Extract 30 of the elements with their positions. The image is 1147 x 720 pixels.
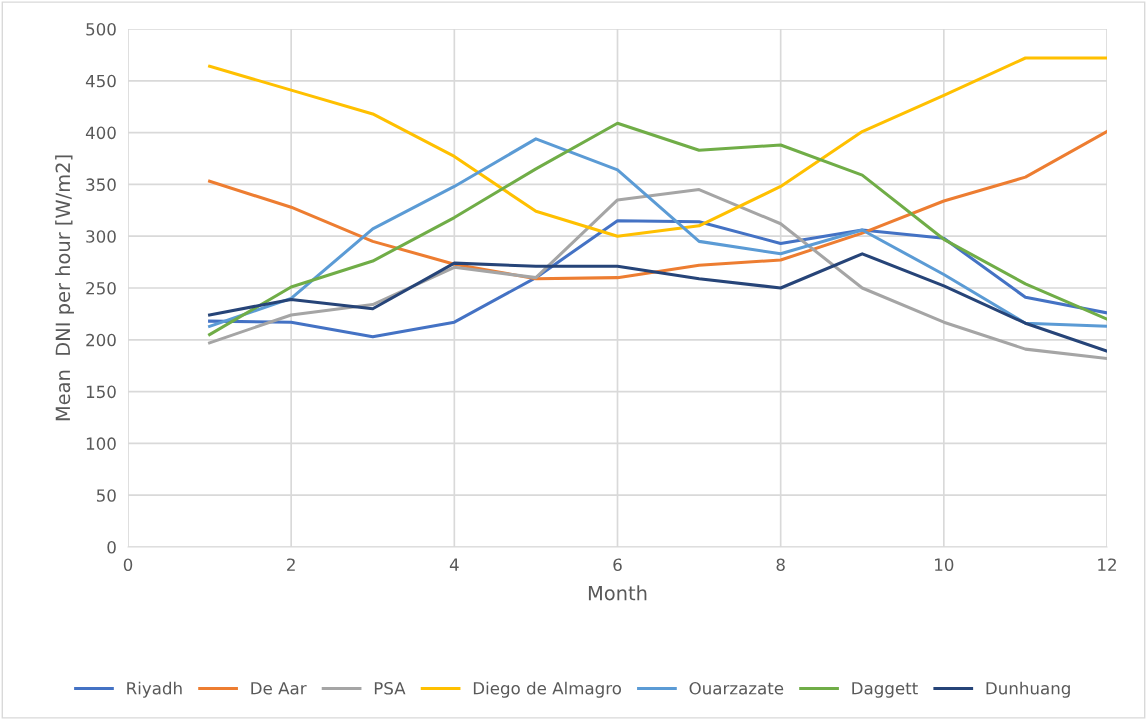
x-tick-label: 0 — [123, 558, 133, 572]
y-tick-label: 150 — [86, 385, 116, 399]
line-series — [208, 252, 1107, 353]
legend-label: Diego de Almagro — [473, 681, 622, 698]
line-series — [208, 56, 1107, 238]
y-tick-label: 250 — [86, 281, 116, 295]
y-tick-label: 500 — [86, 22, 116, 36]
x-tick-label: 4 — [449, 558, 459, 571]
y-tick-label: 50 — [96, 489, 116, 502]
y-tick-label: 0 — [107, 540, 116, 554]
y-tick-label: 350 — [86, 178, 116, 191]
y-tick-label: 100 — [86, 437, 116, 450]
legend-label: Dunhuang — [986, 681, 1070, 698]
y-tick-label: 450 — [85, 74, 116, 88]
x-tick-label: 12 — [1098, 558, 1116, 571]
y-tick-label: 300 — [86, 230, 116, 243]
legend-label: Daggett — [852, 682, 918, 698]
legend-label: Ouarzazate — [689, 681, 784, 695]
y-axis-title: Mean DNI per hour [W/m2] — [55, 155, 74, 421]
x-tick-label: 2 — [287, 558, 295, 571]
y-tick-label: 400 — [85, 126, 116, 140]
legend-label: Riyadh — [127, 681, 182, 698]
x-tick-label: 10 — [935, 558, 954, 572]
line-series — [208, 188, 1107, 360]
y-tick-label: 200 — [86, 333, 116, 347]
legend-label: De Aar — [251, 682, 307, 695]
x-tick-label: 8 — [776, 558, 785, 572]
x-axis-title: Month — [588, 585, 647, 601]
x-tick-label: 6 — [613, 558, 622, 572]
legend-label: PSA — [374, 681, 406, 695]
